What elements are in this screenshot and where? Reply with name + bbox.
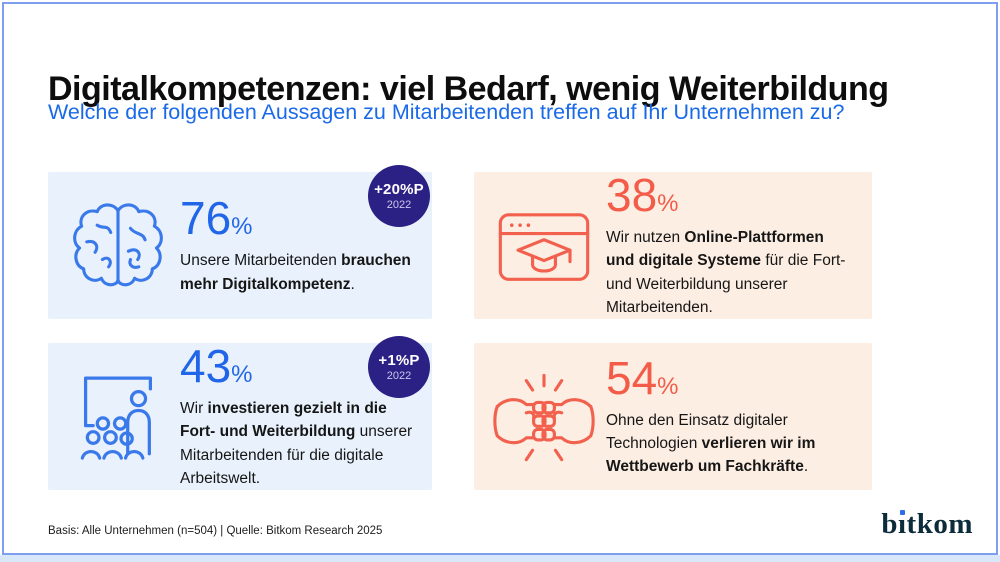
badge-year: 2022 xyxy=(386,370,412,382)
badge-year: 2022 xyxy=(386,199,412,211)
page-bottom-band xyxy=(0,555,1000,562)
change-badge: +20%P 2022 xyxy=(368,165,430,227)
stat-number-text: 43 xyxy=(180,340,232,392)
source-note: Basis: Alle Unternehmen (n=504) | Quelle… xyxy=(48,525,383,537)
stat-statement: Wir investieren gezielt in die Fort- und… xyxy=(180,400,413,487)
stat-unit: % xyxy=(231,361,253,388)
stat-number-text: 38 xyxy=(606,169,658,221)
logo-i-stem: ı xyxy=(897,508,907,540)
stat-unit: % xyxy=(231,213,253,241)
stat-value: 54% xyxy=(606,355,854,401)
stat-number-text: 54 xyxy=(606,351,658,404)
brain-icon xyxy=(62,187,174,305)
stat-statement: Ohne den Einsatz digitaler Technologien … xyxy=(606,411,816,476)
change-badge: +1%P 2022 xyxy=(368,336,430,398)
logo-letter-i: ı xyxy=(898,508,907,540)
stat-number-text: 76 xyxy=(180,192,232,245)
stat-statement: Wir nutzen Online-Plattformen und digita… xyxy=(606,229,846,316)
bitkom-logo: bı tkom xyxy=(881,508,973,541)
stat-unit: % xyxy=(657,372,679,400)
stat-value: 76% xyxy=(180,195,414,241)
stat-card-digital-competence: +20%P 2022 76% Unsere Mitarbeitenden bra… xyxy=(48,165,432,319)
stat-value: 43% xyxy=(180,343,414,389)
logo-text-b: b xyxy=(881,508,898,540)
stat-value: 38% xyxy=(606,172,854,218)
page-title: Digitalkompetenzen: viel Bedarf, wenig W… xyxy=(48,69,889,108)
fist-bump-icon xyxy=(488,358,600,476)
online-learning-icon xyxy=(488,187,600,305)
badge-delta: +20%P xyxy=(374,181,424,198)
logo-text-rest: tkom xyxy=(906,508,973,540)
training-audience-icon xyxy=(62,358,174,476)
badge-delta: +1%P xyxy=(378,352,420,369)
stat-statement: Unsere Mitarbeitenden brauchen mehr Digi… xyxy=(180,252,411,293)
stat-unit: % xyxy=(657,190,679,217)
stat-card-competition: 54% Ohne den Einsatz digitaler Technolog… xyxy=(474,343,872,490)
stat-card-training-investment: +1%P 2022 43% Wir investieren gezielt in… xyxy=(48,336,432,490)
page-subtitle: Welche der folgenden Aussagen zu Mitarbe… xyxy=(48,100,845,124)
logo-i-dot xyxy=(899,510,905,515)
stat-card-online-platforms: 38% Wir nutzen Online-Plattformen und di… xyxy=(474,172,872,319)
